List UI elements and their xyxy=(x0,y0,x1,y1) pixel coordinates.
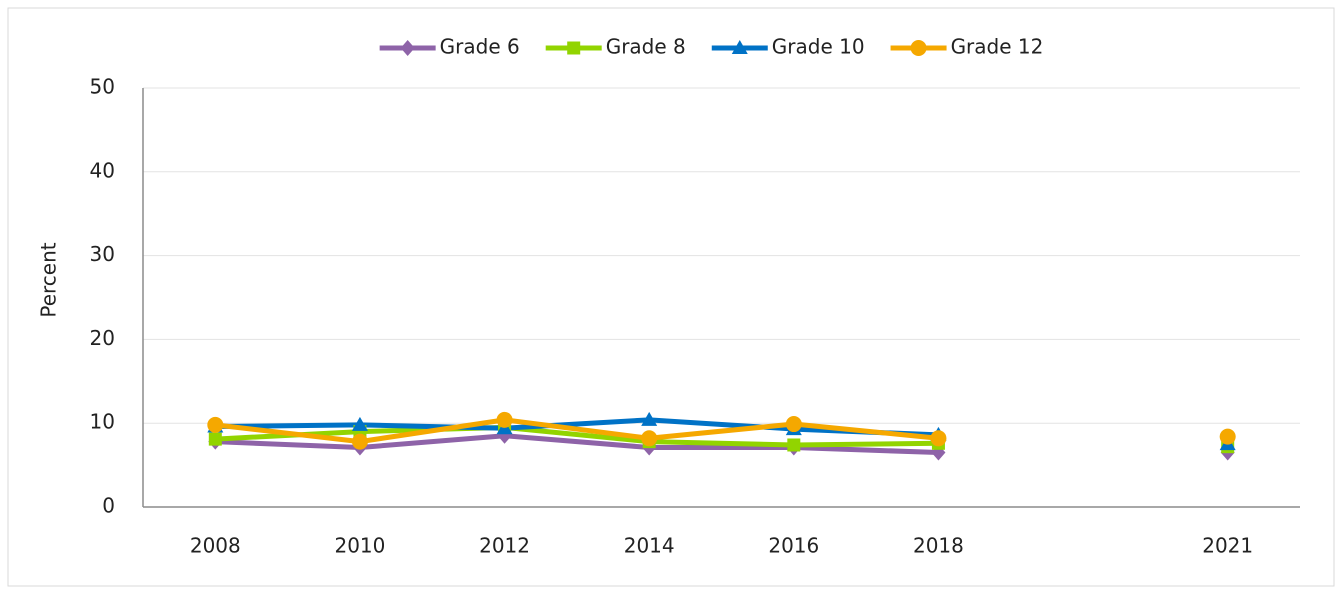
x-tick-label: 2012 xyxy=(479,534,530,558)
legend-item: Grade 12 xyxy=(890,35,1044,59)
legend-label: Grade 6 xyxy=(440,35,520,59)
legend-label: Grade 12 xyxy=(951,35,1044,59)
x-tick-label: 2010 xyxy=(334,534,385,558)
marker xyxy=(351,433,368,450)
legend-item: Grade 6 xyxy=(379,35,520,59)
marker xyxy=(731,40,748,54)
legend-label: Grade 8 xyxy=(606,35,686,59)
x-tick-label: 2008 xyxy=(190,534,241,558)
y-tick-label: 10 xyxy=(90,410,115,434)
marker xyxy=(351,416,368,431)
chart-frame xyxy=(7,7,1335,587)
y-tick-label: 50 xyxy=(90,75,115,99)
marker xyxy=(641,430,658,447)
legend: Grade 6 Grade 8 Grade 10 Grade 12 xyxy=(379,35,1044,59)
legend-item: Grade 8 xyxy=(545,35,686,59)
y-tick-label: 0 xyxy=(102,494,115,518)
marker xyxy=(785,416,802,433)
marker xyxy=(641,411,658,426)
y-tick-label: 30 xyxy=(90,242,115,266)
marker xyxy=(496,411,513,428)
y-axis-label: Percent xyxy=(37,242,61,317)
y-tick-label: 40 xyxy=(90,158,115,182)
legend-item: Grade 10 xyxy=(711,35,865,59)
y-tick-label: 20 xyxy=(90,326,115,350)
marker xyxy=(787,438,801,452)
x-tick-label: 2014 xyxy=(624,534,675,558)
marker xyxy=(567,41,581,55)
x-tick-label: 2021 xyxy=(1202,534,1253,558)
legend-label: Grade 10 xyxy=(772,35,865,59)
x-tick-label: 2016 xyxy=(768,534,819,558)
marker xyxy=(207,416,224,433)
marker xyxy=(400,40,415,56)
marker xyxy=(910,40,927,56)
marker xyxy=(930,430,947,447)
marker xyxy=(1219,428,1236,445)
x-tick-label: 2018 xyxy=(913,534,964,558)
marker xyxy=(208,432,222,446)
